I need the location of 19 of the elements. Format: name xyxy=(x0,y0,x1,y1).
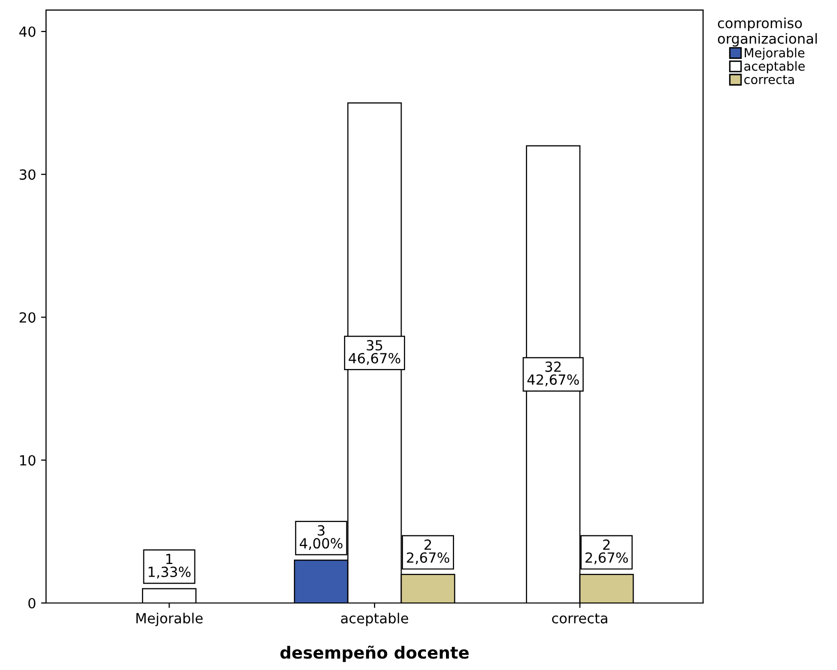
x-tick-label: aceptable xyxy=(341,612,408,626)
y-tick-label: 10 xyxy=(20,455,36,466)
legend-label: correcta xyxy=(744,75,794,84)
data-label: 1 1,33% xyxy=(148,554,191,579)
y-tick-label: 30 xyxy=(20,169,36,180)
y-tick-label: 40 xyxy=(19,26,36,37)
data-label: 35 46,67% xyxy=(348,340,400,365)
data-label: 2 2,67% xyxy=(586,539,628,564)
data-label: 3 4,00% xyxy=(300,525,342,550)
legend-title: compromiso organizacional xyxy=(718,18,817,47)
x-tick-label: correcta xyxy=(552,614,608,624)
data-label: 32 42,67% xyxy=(527,361,579,386)
x-axis-title: desempeño docente xyxy=(280,646,469,662)
legend-label: Mejorable xyxy=(744,48,804,60)
data-label: 2 2,67% xyxy=(406,539,450,564)
y-tick-label: 20 xyxy=(20,312,36,323)
legend-label: aceptable xyxy=(744,61,805,74)
x-tick-label: Mejorable xyxy=(136,612,203,626)
y-tick-label: 0 xyxy=(28,598,36,608)
